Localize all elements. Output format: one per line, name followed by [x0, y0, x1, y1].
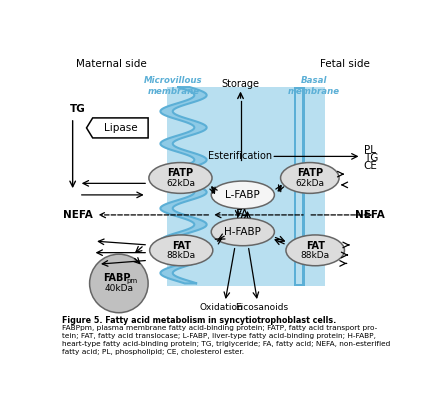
Ellipse shape: [281, 162, 339, 193]
Text: FAT: FAT: [306, 241, 325, 251]
Text: Storage: Storage: [222, 79, 260, 89]
Text: Esterification: Esterification: [208, 151, 273, 162]
Text: CE: CE: [364, 161, 378, 171]
Bar: [295, 87, 305, 286]
Text: NEFA: NEFA: [63, 210, 93, 220]
Text: 62kDa: 62kDa: [166, 179, 195, 188]
Polygon shape: [87, 118, 148, 138]
Ellipse shape: [211, 218, 274, 246]
Ellipse shape: [211, 181, 274, 209]
Text: TG: TG: [69, 104, 85, 114]
Text: FA: FA: [236, 209, 250, 222]
Text: Oxidation: Oxidation: [199, 303, 243, 312]
Text: Maternal side: Maternal side: [76, 60, 146, 69]
Text: 88kDa: 88kDa: [301, 251, 330, 260]
Polygon shape: [160, 87, 207, 284]
Circle shape: [90, 254, 148, 313]
Text: FAT: FAT: [172, 241, 191, 251]
Ellipse shape: [149, 235, 213, 266]
Text: TG: TG: [364, 153, 378, 163]
Text: FABP: FABP: [104, 273, 131, 283]
Text: 40kDa: 40kDa: [104, 284, 133, 293]
Text: Microvillous
membrane: Microvillous membrane: [144, 76, 203, 96]
Text: Fetal side: Fetal side: [319, 60, 369, 69]
Text: 88kDa: 88kDa: [166, 251, 196, 260]
Text: FATP: FATP: [297, 168, 323, 178]
Text: PL: PL: [364, 145, 376, 155]
Ellipse shape: [149, 162, 212, 193]
Text: Basal
membrane: Basal membrane: [288, 76, 340, 96]
Ellipse shape: [286, 235, 344, 266]
Text: 62kDa: 62kDa: [295, 179, 324, 188]
Text: Figure 5. Fatty acid metabolism in syncytiotrophoblast cells.: Figure 5. Fatty acid metabolism in syncy…: [62, 316, 336, 325]
Bar: [296, 89, 302, 284]
Text: FABPpm, plasma membrane fatty acid-binding protein; FATP, fatty acid transport p: FABPpm, plasma membrane fatty acid-bindi…: [62, 325, 390, 355]
Text: Eicosanoids: Eicosanoids: [236, 303, 289, 312]
Text: Lipase: Lipase: [104, 123, 137, 133]
Text: L-FABP: L-FABP: [225, 190, 260, 200]
Bar: [167, 87, 325, 286]
Text: FATP: FATP: [167, 168, 194, 178]
Text: NEFA: NEFA: [355, 210, 385, 220]
Text: pm: pm: [127, 278, 138, 284]
Text: H-FABP: H-FABP: [224, 227, 261, 237]
